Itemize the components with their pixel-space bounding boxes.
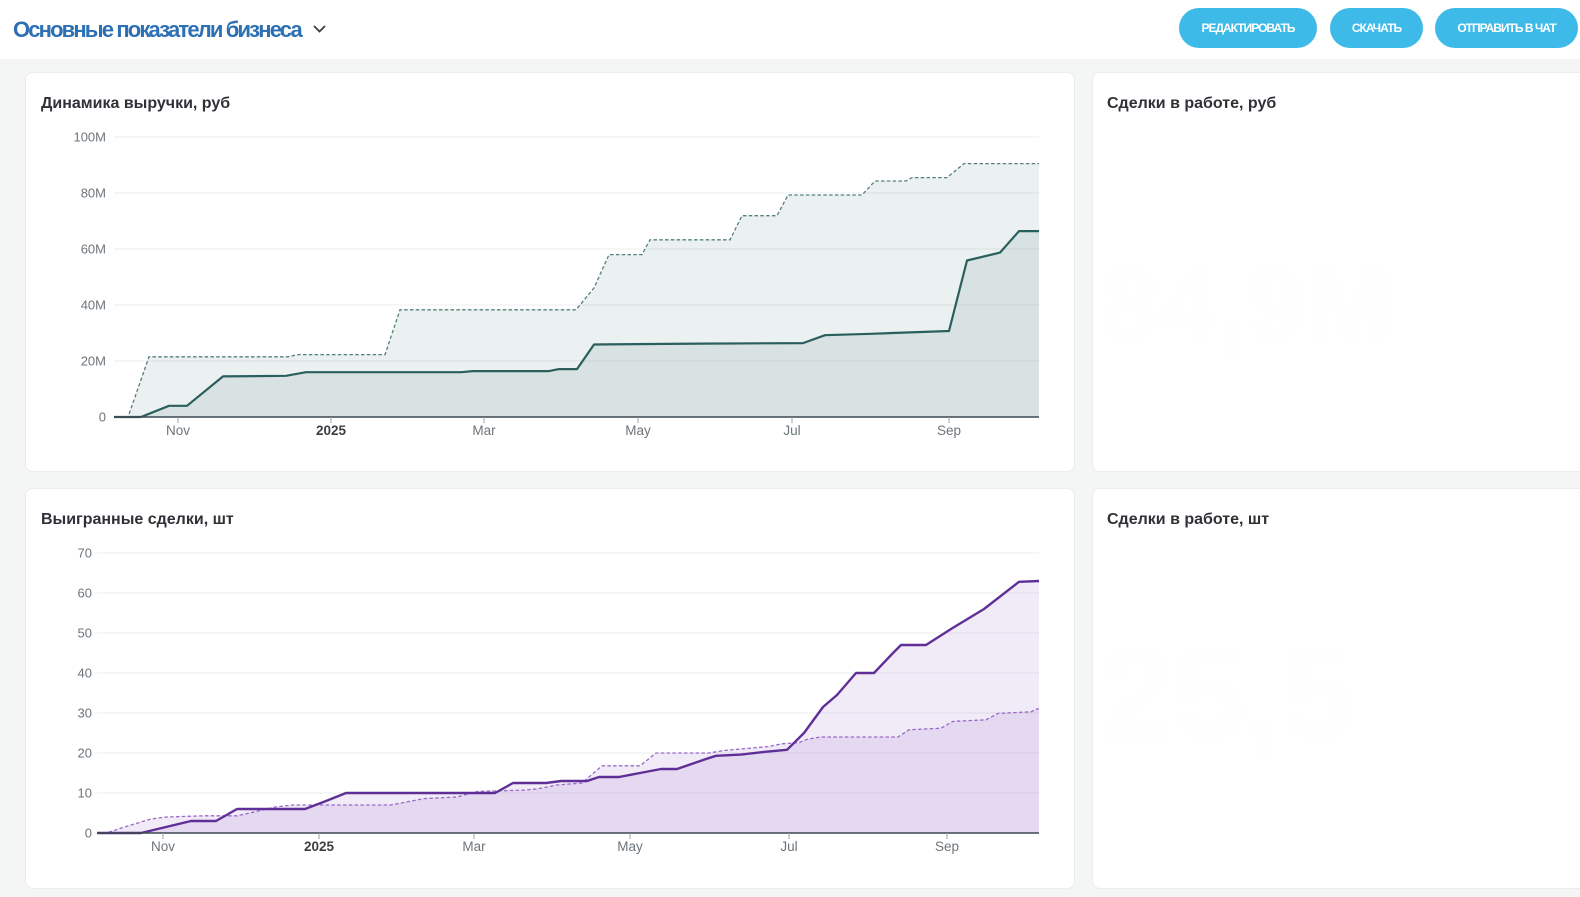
- svg-text:60M: 60M: [81, 242, 106, 257]
- svg-text:Jul: Jul: [783, 423, 800, 438]
- svg-text:Sep: Sep: [937, 423, 961, 438]
- svg-text:10: 10: [78, 786, 92, 801]
- svg-text:60: 60: [78, 586, 92, 601]
- svg-text:30: 30: [78, 706, 92, 721]
- svg-text:50: 50: [78, 626, 92, 641]
- svg-text:70: 70: [78, 546, 92, 561]
- svg-text:100M: 100M: [73, 130, 106, 145]
- svg-text:0: 0: [85, 826, 92, 841]
- svg-text:80M: 80M: [81, 186, 106, 201]
- svg-text:2025: 2025: [304, 839, 335, 854]
- svg-text:40: 40: [78, 666, 92, 681]
- svg-text:20: 20: [78, 746, 92, 761]
- svg-text:Mar: Mar: [462, 839, 486, 854]
- svg-text:May: May: [625, 423, 651, 438]
- svg-text:Sep: Sep: [935, 839, 959, 854]
- svg-text:Jul: Jul: [780, 839, 797, 854]
- svg-text:Nov: Nov: [151, 839, 175, 854]
- svg-text:0: 0: [99, 410, 106, 425]
- svg-text:20M: 20M: [81, 354, 106, 369]
- svg-text:2025: 2025: [316, 423, 347, 438]
- svg-text:May: May: [617, 839, 643, 854]
- svg-text:Mar: Mar: [472, 423, 496, 438]
- svg-text:Nov: Nov: [166, 423, 190, 438]
- svg-text:40M: 40M: [81, 298, 106, 313]
